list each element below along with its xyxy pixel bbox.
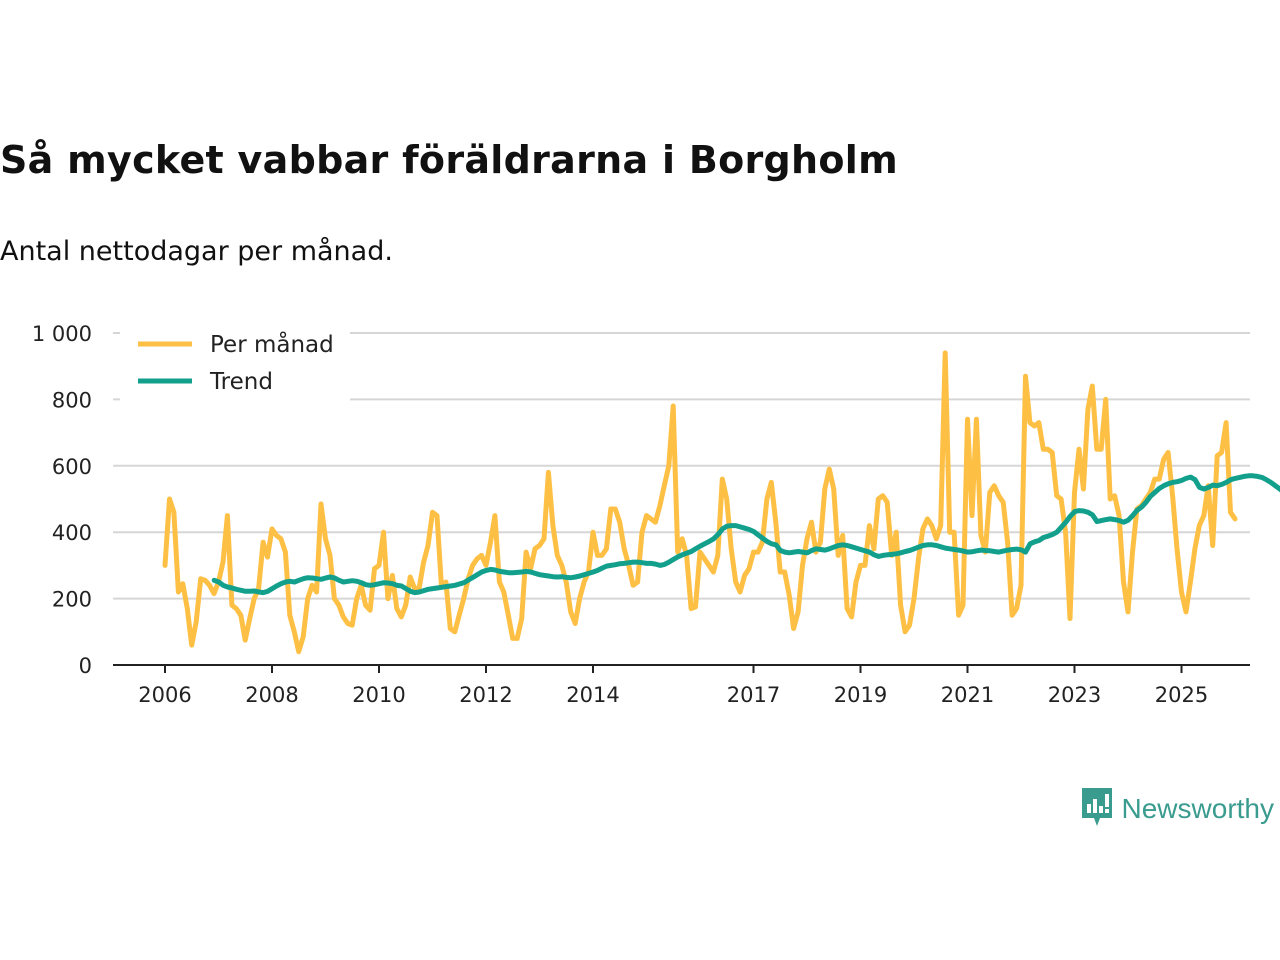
chart-title: Så mycket vabbar föräldrarna i Borgholm (0, 138, 899, 182)
y-tick-label-800: 800 (52, 388, 92, 412)
series-line-trend (211, 473, 1280, 596)
y-tick-label-400: 400 (52, 521, 92, 545)
newsworthy-brand: Newsworthy (1080, 786, 1274, 832)
x-tick-label-2017: 2017 (727, 683, 780, 707)
legend-background (120, 322, 350, 410)
x-tick-label-2014: 2014 (566, 683, 619, 707)
x-tick-label-2019: 2019 (834, 683, 887, 707)
y-tick-label-1000: 1 000 (32, 322, 92, 346)
series-line-per-manad (162, 350, 1238, 655)
x-tick-label-2025: 2025 (1155, 683, 1208, 707)
y-tick-label-600: 600 (52, 455, 92, 479)
chart-subtitle: Antal nettodagar per månad. (0, 236, 393, 267)
legend-label-trend: Trend (209, 369, 273, 395)
newsworthy-logo-text: Newsworthy (1121, 793, 1274, 824)
y-axis-ticks: 0 200 400 600 800 1 000 (32, 322, 92, 678)
newsworthy-logo-icon (1080, 786, 1114, 832)
x-tick-label-2008: 2008 (245, 683, 298, 707)
legend-label-per-manad: Per månad (210, 330, 334, 358)
x-tick-label-2010: 2010 (352, 683, 405, 707)
y-tick-label-200: 200 (52, 588, 92, 612)
y-tick-label-0: 0 (79, 654, 92, 678)
legend: Per månad Trend (120, 322, 350, 410)
x-tick-label-2021: 2021 (941, 683, 994, 707)
x-tick-label-2023: 2023 (1048, 683, 1101, 707)
x-tick-label-2012: 2012 (459, 683, 512, 707)
x-tick-label-2006: 2006 (138, 683, 191, 707)
x-axis-ticks: 2006 2008 2010 2012 2014 2017 2019 2021 2023 2025 (113, 664, 1250, 707)
series-lines (162, 350, 1280, 655)
